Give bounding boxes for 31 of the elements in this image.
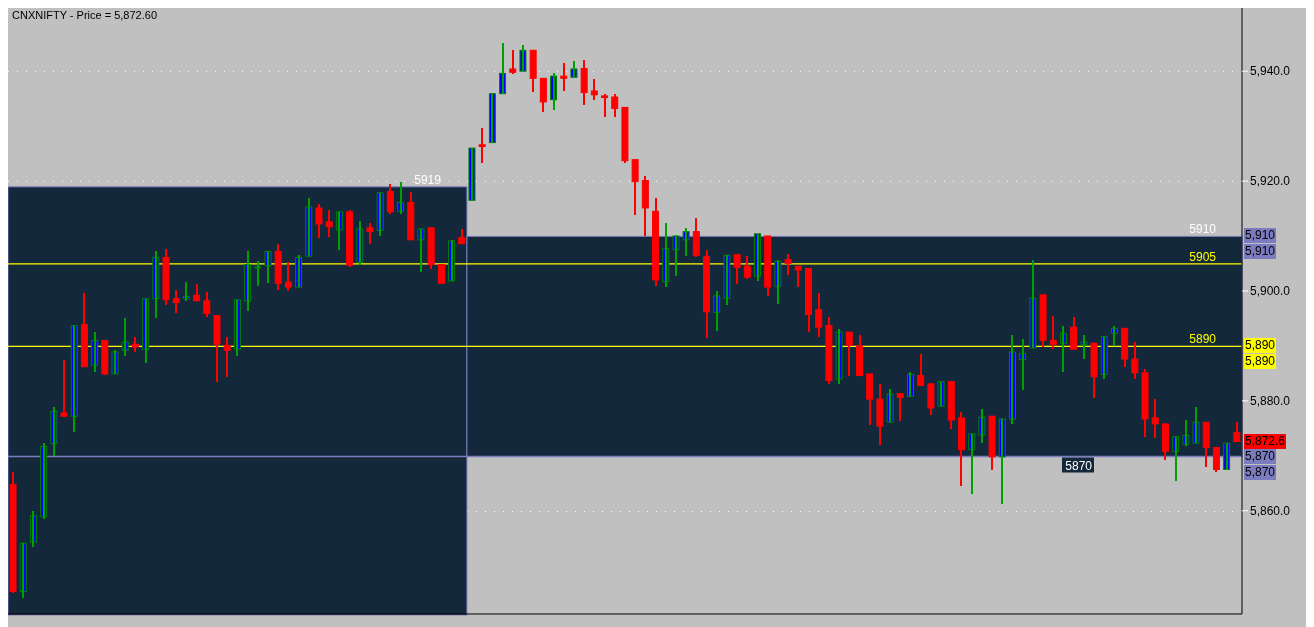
- candlestick: [560, 62, 568, 92]
- y-tick-label: 5,940.0: [1250, 64, 1291, 79]
- text: 5,890: [1244, 354, 1277, 370]
- chart-title: CNXNIFTY - Price = 5,872.60: [12, 9, 157, 21]
- y-tick-label: 5,860.0: [1250, 503, 1291, 518]
- band-label: 5910: [1189, 222, 1217, 237]
- ref-line-label: 5905: [1189, 249, 1217, 264]
- candlestick: [570, 60, 578, 79]
- text: 5,910: [1244, 244, 1277, 260]
- candlestick: [254, 260, 262, 287]
- y-tick-label: 5,880.0: [1250, 394, 1291, 409]
- annotation: 5,870: [1244, 448, 1277, 464]
- y-tick-label: 5,920.0: [1250, 174, 1291, 189]
- y-tick-label: 5,900.0: [1250, 284, 1291, 299]
- candlestick: [733, 253, 741, 285]
- band-label: 5919: [414, 172, 442, 187]
- annotation: 5,910: [1244, 228, 1277, 244]
- candlestick: [315, 203, 323, 239]
- candlestick: [682, 226, 690, 258]
- candlestick: [111, 349, 119, 376]
- candlestick: [60, 359, 68, 419]
- annotation: 5,890: [1244, 338, 1277, 354]
- candlestick: [784, 252, 792, 277]
- ref-line-label: 5870: [1065, 458, 1093, 473]
- candlestick: [927, 382, 935, 417]
- annotation: 5,872.6: [1244, 434, 1287, 450]
- candlestick: [1080, 334, 1088, 361]
- candlestick: [366, 221, 374, 245]
- candlestick: [417, 227, 425, 274]
- text: 5,870: [1244, 464, 1277, 480]
- ref-line-label: 5890: [1189, 332, 1217, 347]
